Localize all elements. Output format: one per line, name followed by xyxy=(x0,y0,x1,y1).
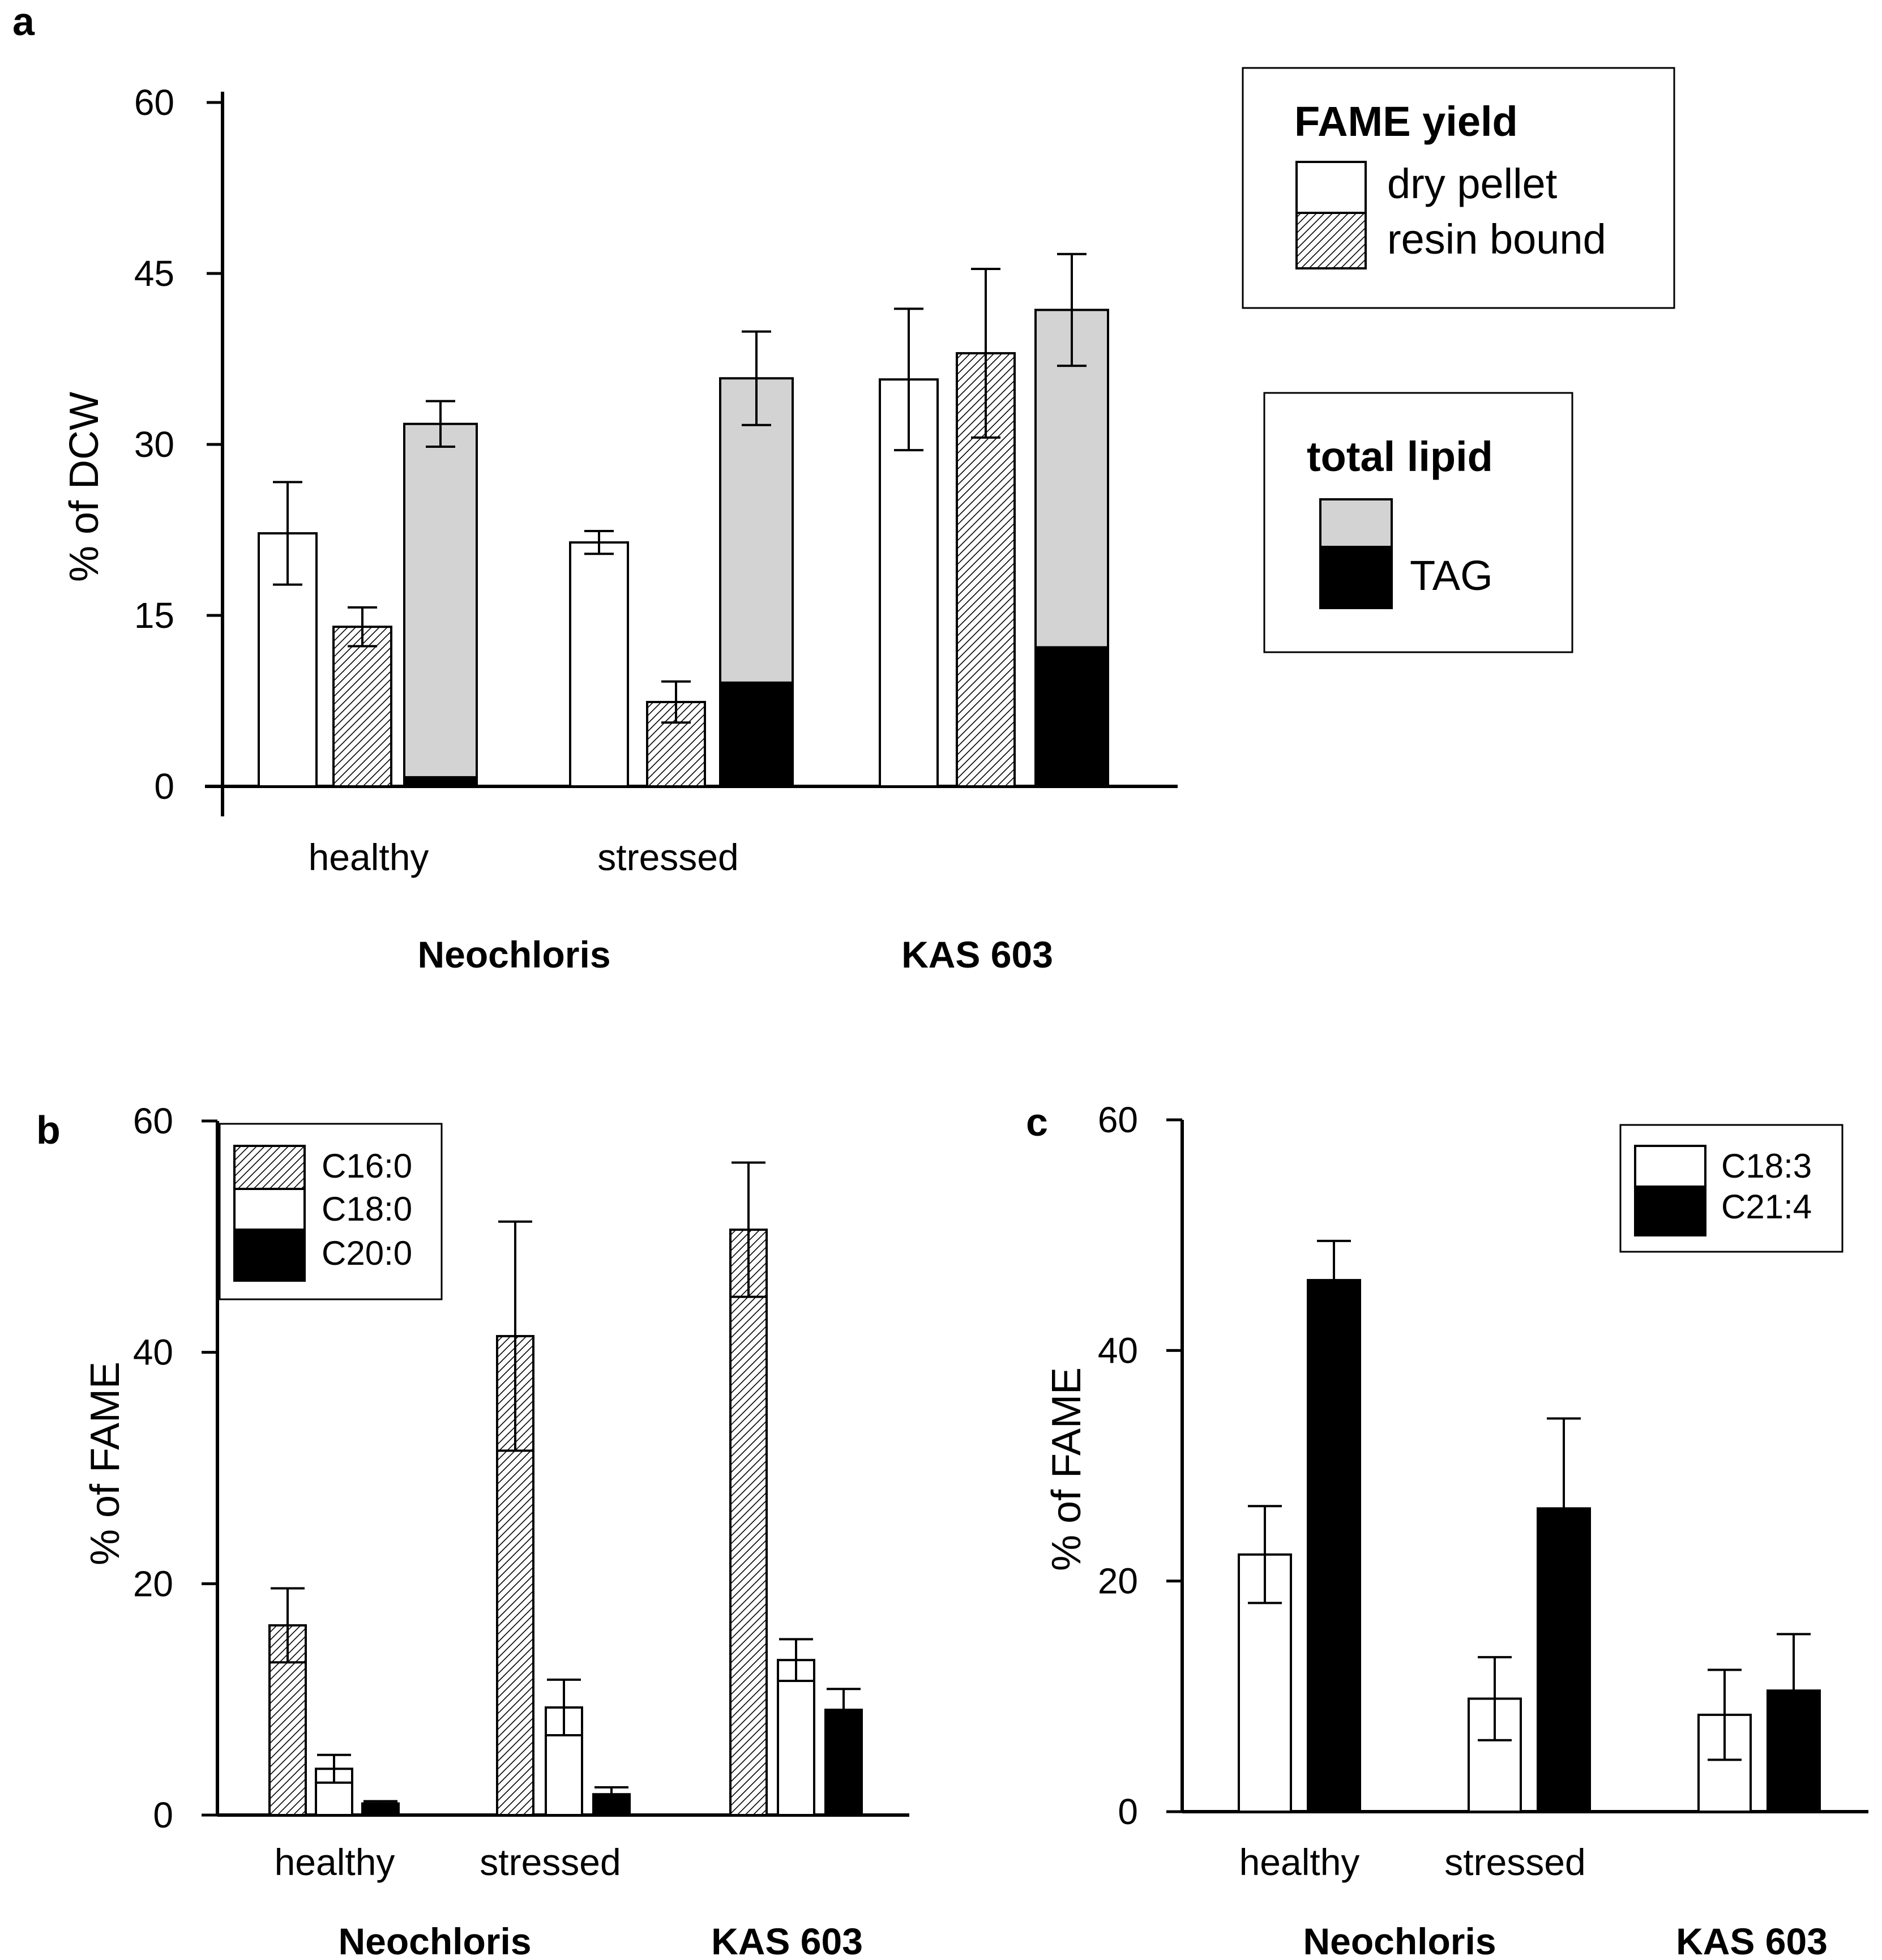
legend-label-c18: C18:0 xyxy=(322,1190,412,1228)
legend-swatch-c214 xyxy=(1634,1186,1706,1236)
legend-swatch-c20 xyxy=(233,1229,306,1282)
y-tick-label-20: 20 xyxy=(1098,1561,1138,1602)
y-tick-label-30: 30 xyxy=(134,424,174,465)
bar-c18-0-2 xyxy=(777,1659,815,1817)
legend-box-lipid xyxy=(1263,392,1573,653)
legend-total-lipid: total lipid TAG xyxy=(1263,392,1573,653)
y-tick-label-40: 40 xyxy=(1098,1330,1138,1371)
bar-tag-2 xyxy=(1034,646,1109,788)
legend-swatch-total-lipid xyxy=(1319,498,1393,548)
group-label-kas603-b: KAS 603 xyxy=(711,1920,863,1960)
y-axis-label-b: % of FAME xyxy=(83,1362,128,1565)
legend-label-c20: C20:0 xyxy=(322,1234,412,1272)
panel-label-b: b xyxy=(36,1108,61,1152)
y-tick-label-0: 0 xyxy=(1118,1791,1138,1832)
legend-swatch-c18 xyxy=(233,1188,306,1231)
legend-label-resin-bound: resin bound xyxy=(1387,216,1606,263)
category-label-healthy-c: healthy xyxy=(1239,1841,1360,1883)
bar-tag-0 xyxy=(403,776,478,788)
legend-title-lipid: total lipid xyxy=(1307,433,1493,480)
y-tick-label-45: 45 xyxy=(134,253,174,294)
bar-dry-pellet-1 xyxy=(569,541,629,788)
legend-c: C18:3 C21:4 xyxy=(1619,1124,1843,1253)
legend-label-tag: TAG xyxy=(1410,552,1493,599)
legend-label-c16: C16:0 xyxy=(322,1147,412,1185)
bar-tag-1 xyxy=(719,681,794,788)
legend-fame-yield: FAME yield dry pellet resin bound xyxy=(1242,67,1675,309)
y-tick-label-20: 20 xyxy=(133,1563,173,1604)
bar-c16-0-2 xyxy=(729,1229,768,1816)
category-label-stressed-a: stressed xyxy=(597,836,738,878)
category-label-healthy-b: healthy xyxy=(275,1841,395,1883)
category-label-healthy-a: healthy xyxy=(309,836,429,878)
bar-c21-4-0 xyxy=(1307,1279,1361,1813)
chart-b: % of FAME 0 20 40 60 healthy stressed Neoch… xyxy=(83,1101,909,1960)
y-tick-label-60: 60 xyxy=(1098,1099,1138,1140)
legend-label-c183: C18:3 xyxy=(1721,1147,1812,1185)
chart-a: % of DCW 0 15 30 45 60 healthy stressed Neoc… xyxy=(62,67,1675,975)
legend-swatch-tag xyxy=(1319,546,1393,609)
legend-label-dry-pellet: dry pellet xyxy=(1387,160,1558,207)
category-label-stressed-b: stressed xyxy=(480,1841,621,1883)
group-label-kas603-a: KAS 603 xyxy=(901,934,1053,975)
legend-b: C16:0 C18:0 C20:0 xyxy=(219,1123,443,1300)
y-tick-label-60: 60 xyxy=(133,1101,173,1141)
legend-swatch-resin-bound xyxy=(1295,212,1367,269)
y-tick-label-15: 15 xyxy=(134,595,174,636)
bar-total-lipid-0 xyxy=(403,422,478,788)
group-label-kas603-c: KAS 603 xyxy=(1676,1920,1828,1960)
group-label-neochloris-b: Neochloris xyxy=(338,1920,531,1960)
y-tick-label-0: 0 xyxy=(154,766,174,807)
y-tick-label-40: 40 xyxy=(133,1332,173,1373)
panel-label-a: a xyxy=(12,0,35,44)
y-tick-label-0: 0 xyxy=(153,1795,173,1835)
legend-swatch-c16 xyxy=(233,1145,306,1190)
legend-swatch-dry-pellet xyxy=(1295,161,1367,214)
y-axis-label-a: % of DCW xyxy=(62,392,107,582)
legend-swatch-c183 xyxy=(1634,1145,1706,1188)
legend-label-c214: C21:4 xyxy=(1721,1188,1812,1226)
group-label-neochloris-c: Neochloris xyxy=(1303,1920,1496,1960)
panel-label-c: c xyxy=(1026,1100,1048,1144)
group-label-neochloris-a: Neochloris xyxy=(417,934,610,975)
bar-resin-bound-0 xyxy=(332,626,392,788)
category-label-stressed-c: stressed xyxy=(1444,1841,1585,1883)
y-tick-label-60: 60 xyxy=(134,82,174,123)
chart-c: % of FAME 0 20 40 60 healthy stressed Neoch… xyxy=(1044,1099,1868,1960)
y-axis-label-c: % of FAME xyxy=(1044,1367,1089,1571)
legend-title-fame: FAME yield xyxy=(1294,98,1518,145)
